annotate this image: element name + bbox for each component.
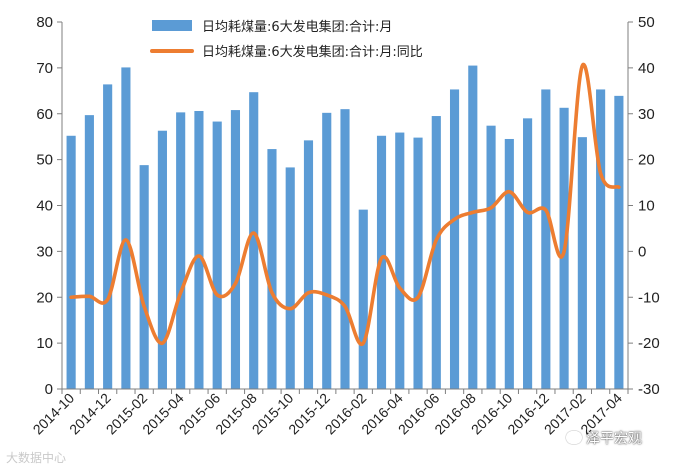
- yoy-line: [69, 62, 621, 346]
- bar: [285, 167, 295, 389]
- right-tick-label: 10: [638, 198, 655, 215]
- watermark-right: 泽平宏观: [566, 428, 642, 448]
- right-tick-label: 40: [638, 60, 655, 77]
- x-axis-ticks: 2014-102014-122015-022015-042015-062015-…: [30, 389, 629, 437]
- bar: [614, 95, 624, 390]
- bar: [523, 118, 533, 389]
- bar: [303, 140, 314, 389]
- legend-line-label: 日均耗煤量:6大发电集团:合计:月:同比: [202, 44, 423, 60]
- bar: [212, 121, 222, 390]
- line-series: [69, 62, 621, 346]
- right-tick-label: 20: [638, 152, 655, 169]
- bar: [358, 209, 368, 389]
- watermark-left-text: 大数据中心: [6, 451, 67, 465]
- bar: [577, 137, 587, 389]
- bar: [267, 149, 277, 389]
- watermark-left: 大数据中心: [6, 449, 66, 466]
- right-tick-label: 0: [638, 243, 646, 260]
- bar: [395, 132, 405, 389]
- watermark-right-text: 泽平宏观: [586, 431, 642, 447]
- bar: [194, 111, 204, 389]
- bar: [413, 137, 423, 389]
- left-tick-label: 0: [45, 381, 53, 398]
- legend: 日均耗煤量:6大发电集团:合计:月 日均耗煤量:6大发电集团:合计:月:同比: [150, 19, 423, 60]
- left-tick-label: 30: [36, 243, 53, 260]
- bar: [504, 138, 514, 389]
- bar: [103, 84, 113, 389]
- bar: [541, 89, 551, 389]
- left-tick-label: 80: [36, 14, 53, 31]
- legend-bar-label: 日均耗煤量:6大发电集团:合计:月: [202, 19, 392, 35]
- left-axis-ticks: 0 10 20 30 40 50 60 70 80: [36, 14, 62, 398]
- bar: [84, 115, 94, 389]
- right-axis-ticks: -30 -20 -10 0 10 20 30 40 50: [628, 14, 660, 398]
- bar: [486, 125, 496, 390]
- bar: [66, 135, 76, 389]
- legend-bar-swatch: [152, 20, 192, 31]
- bar: [449, 89, 460, 389]
- right-tick-label: -10: [638, 289, 660, 306]
- bar: [431, 116, 441, 389]
- right-tick-label: -20: [638, 335, 660, 352]
- bar: [596, 89, 606, 389]
- bar-series: [66, 65, 624, 390]
- left-tick-label: 10: [36, 335, 53, 352]
- bar: [139, 165, 149, 389]
- bar: [121, 67, 131, 390]
- bar: [176, 112, 186, 390]
- bar: [230, 110, 241, 389]
- bar: [322, 112, 332, 389]
- bar: [249, 92, 259, 389]
- left-tick-label: 70: [36, 60, 53, 77]
- bar: [157, 130, 167, 389]
- left-tick-label: 40: [36, 198, 53, 215]
- left-tick-label: 60: [36, 106, 53, 123]
- right-tick-label: -30: [638, 381, 660, 398]
- wechat-icon: [566, 431, 582, 444]
- right-tick-label: 30: [638, 106, 655, 123]
- bar: [340, 109, 350, 389]
- right-tick-label: 50: [638, 14, 655, 31]
- left-tick-label: 50: [36, 152, 53, 169]
- bar: [468, 65, 478, 389]
- left-tick-label: 20: [36, 289, 53, 306]
